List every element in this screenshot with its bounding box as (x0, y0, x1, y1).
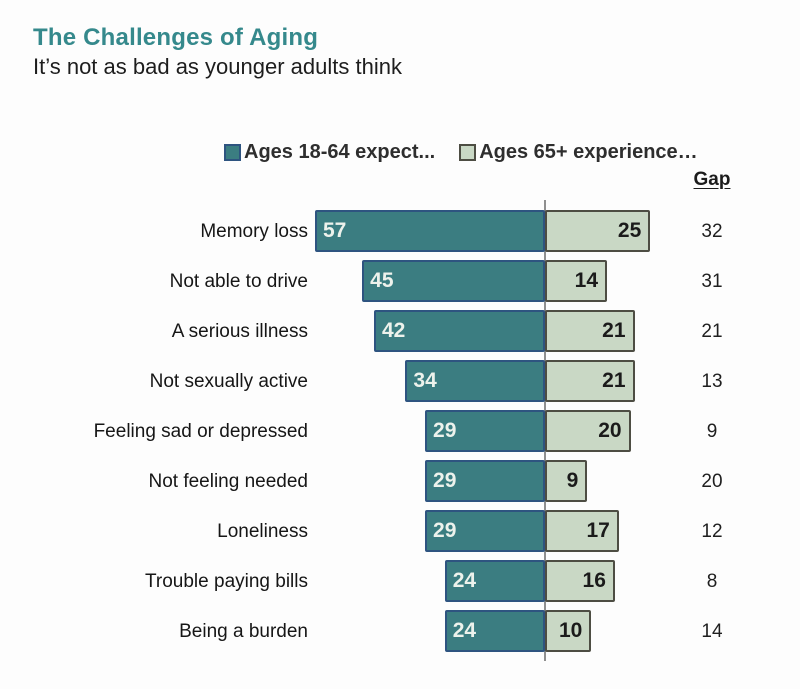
expect-bar-value: 45 (370, 269, 394, 292)
legend-label-experience: Ages 65+ experience… (479, 141, 698, 163)
experience-bar-value: 16 (582, 569, 606, 592)
bar-row: Feeling sad or depressed 29 20 9 (0, 407, 800, 457)
experience-bar-value: 21 (602, 319, 626, 342)
experience-bar: 16 (545, 560, 615, 602)
category-label: Not sexually active (149, 371, 308, 392)
expect-bar: 42 (373, 310, 545, 352)
bar-row: Not able to drive 45 14 31 (0, 257, 800, 307)
bar-row: Not sexually active 34 21 13 (0, 357, 800, 407)
bar-chart-area: Memory loss 57 25 32 Not able to drive 45 14 31… (0, 207, 800, 657)
chart-title: The Challenges of Aging (33, 24, 319, 51)
expect-bar: 29 (425, 460, 545, 502)
expect-bar: 57 (315, 210, 545, 252)
expect-bar-value: 24 (452, 619, 477, 642)
expect-bar-value: 42 (381, 319, 406, 342)
bar-row: Trouble paying bills 24 16 8 (0, 557, 800, 607)
expect-bar-value: 29 (433, 469, 457, 492)
category-label: Memory loss (200, 221, 308, 242)
expect-bar: 29 (425, 410, 545, 452)
category-label: A serious illness (171, 321, 308, 342)
bar-row: Not feeling needed 29 9 20 (0, 457, 800, 507)
expect-bar-value: 29 (433, 419, 457, 442)
legend-swatch-experience-icon (459, 144, 477, 161)
expect-bar: 45 (362, 260, 545, 302)
bar-row: Memory loss 57 25 32 (0, 207, 800, 257)
experience-bar: 14 (545, 260, 608, 302)
experience-bar-value: 21 (602, 369, 626, 392)
experience-bar: 25 (545, 210, 651, 252)
gap-value: 21 (701, 321, 723, 342)
experience-bar-value: 14 (574, 269, 599, 292)
bar-row: Loneliness 29 17 12 (0, 507, 800, 557)
experience-bar-value: 17 (586, 519, 610, 542)
experience-bar: 9 (545, 460, 588, 502)
experience-bar: 10 (545, 610, 592, 652)
experience-bar-value: 25 (617, 219, 642, 242)
category-label: Trouble paying bills (145, 571, 308, 592)
expect-bar-value: 24 (452, 569, 477, 592)
category-label: Not feeling needed (148, 471, 308, 492)
category-label: Being a burden (179, 621, 308, 642)
chart-subtitle: It’s not as bad as younger adults think (33, 54, 402, 79)
expect-bar: 34 (405, 360, 545, 402)
expect-bar-value: 34 (413, 369, 437, 392)
bar-row: Being a burden 24 10 14 (0, 607, 800, 657)
expect-bar: 24 (444, 560, 545, 602)
experience-bar-value: 10 (558, 619, 583, 642)
expect-bar-value: 57 (323, 219, 347, 242)
gap-value: 13 (701, 371, 723, 392)
gap-value: 14 (701, 621, 723, 642)
experience-bar-value: 20 (598, 419, 622, 442)
category-label: Loneliness (217, 521, 308, 542)
gap-column-header: Gap (693, 169, 731, 190)
gap-value: 32 (701, 221, 723, 242)
expect-bar: 29 (425, 510, 545, 552)
category-label: Not able to drive (169, 271, 308, 292)
experience-bar-value: 9 (566, 469, 579, 492)
legend-label-expect: Ages 18-64 expect... (244, 141, 436, 163)
bar-row: A serious illness 42 21 21 (0, 307, 800, 357)
experience-bar: 21 (545, 360, 635, 402)
gap-value: 12 (701, 521, 723, 542)
category-label: Feeling sad or depressed (93, 421, 308, 442)
legend-item-expect: Ages 18-64 expect... (224, 141, 435, 164)
gap-value: 20 (701, 471, 723, 492)
experience-bar: 17 (545, 510, 619, 552)
experience-bar: 20 (545, 410, 631, 452)
legend-item-experience: Ages 65+ experience… (459, 141, 698, 164)
gap-value: 8 (706, 571, 718, 592)
expect-bar: 24 (444, 610, 545, 652)
experience-bar: 21 (545, 310, 635, 352)
expect-bar-value: 29 (433, 519, 457, 542)
gap-value: 9 (706, 421, 718, 442)
gap-value: 31 (701, 271, 723, 292)
legend-swatch-expect-icon (224, 144, 241, 161)
legend: Ages 18-64 expect... Ages 65+ experience… (224, 141, 698, 164)
